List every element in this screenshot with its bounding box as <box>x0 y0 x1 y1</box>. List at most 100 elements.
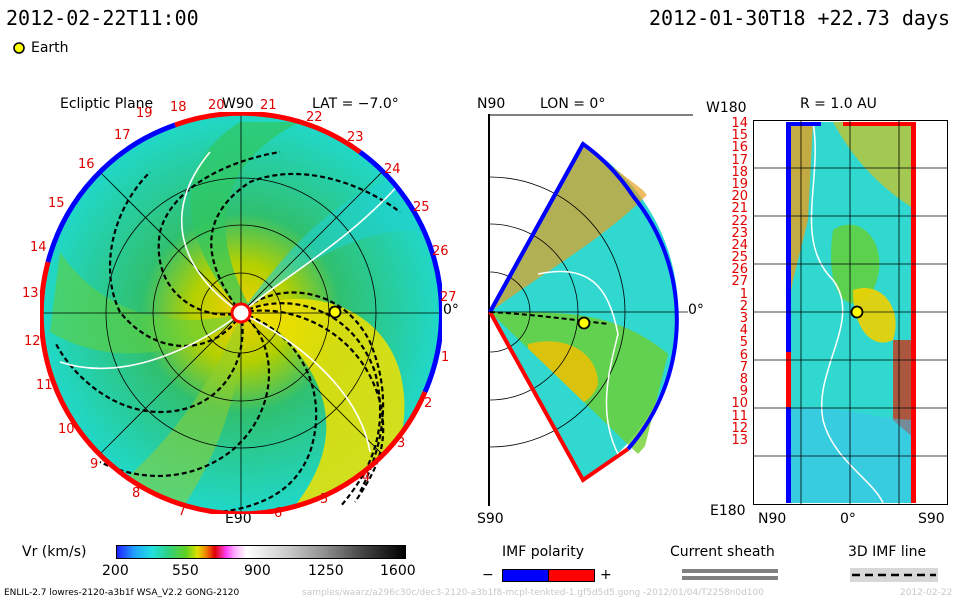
carr-label: 5 <box>320 492 329 507</box>
radial-y-label: 9 <box>739 384 748 400</box>
radial-y-label: 8 <box>739 371 748 387</box>
carr-label: 6 <box>274 506 283 521</box>
earth-marker-icon <box>13 42 25 54</box>
earth-label: Earth <box>31 40 69 56</box>
carr-label: 18 <box>170 100 187 115</box>
meridional-earth-marker <box>577 316 591 330</box>
footer-date: 2012-02-22 <box>900 588 953 598</box>
carr-label: 1 <box>441 350 450 365</box>
imf-line-swatch <box>850 568 938 582</box>
radial-y-label: 1 <box>739 286 748 302</box>
carr-label: 4 <box>362 470 371 485</box>
radial-zero-label: 0° <box>840 511 856 527</box>
colorbar-tick: 900 <box>244 563 271 579</box>
radial-plot <box>753 120 948 505</box>
ecliptic-w90-label: W90 <box>222 96 254 112</box>
meridional-zero-label: 0° <box>688 302 704 318</box>
carr-label: 13 <box>22 286 39 301</box>
colorbar-tick: 1250 <box>308 563 344 579</box>
carr-label: 7 <box>178 504 187 519</box>
meridional-n90-label: N90 <box>477 96 506 112</box>
ecliptic-earth-marker <box>328 305 342 319</box>
meridional-grid <box>489 176 688 448</box>
imf-plus-label: + <box>600 567 612 583</box>
meridional-s90-label: S90 <box>477 511 504 527</box>
radial-y-label: 27 <box>731 274 748 290</box>
radial-y-label: 10 <box>731 396 748 412</box>
imf-polarity-title: IMF polarity <box>502 544 585 560</box>
right-datetime: 2012-01-30T18 +22.73 days <box>648 6 950 30</box>
ecliptic-current-sheet <box>59 151 411 453</box>
imf-line-title: 3D IMF line <box>848 544 927 560</box>
earth-legend: Earth <box>12 40 69 56</box>
radial-y-label: 13 <box>731 432 748 448</box>
radial-y-label: 26 <box>731 262 748 278</box>
colorbar-tick: 200 <box>102 563 129 579</box>
radial-y-label: 22 <box>731 213 748 229</box>
carr-label: 2 <box>424 396 433 411</box>
current-sheath-line-top <box>682 569 778 573</box>
carr-label: 3 <box>397 436 406 451</box>
carr-label: 20 <box>208 98 225 113</box>
current-sheath-title: Current sheath <box>670 544 775 560</box>
carr-label: 21 <box>260 98 277 113</box>
sun-marker <box>230 302 252 324</box>
radial-y-label: 19 <box>731 176 748 192</box>
carr-label: 15 <box>48 196 65 211</box>
carr-label: 25 <box>413 200 430 215</box>
radial-y-label: 21 <box>731 201 748 217</box>
carr-label: 22 <box>306 110 323 125</box>
radial-y-label: 25 <box>731 250 748 266</box>
radial-y-label: 18 <box>731 164 748 180</box>
imf-negative-swatch <box>502 569 549 582</box>
radial-y-label: 11 <box>731 408 748 424</box>
ecliptic-structures <box>50 122 440 512</box>
carr-label: 16 <box>78 157 95 172</box>
radial-earth-marker <box>850 305 864 319</box>
left-datetime: 2012-02-22T11:00 <box>6 6 199 30</box>
radial-y-label: 20 <box>731 189 748 205</box>
imf-minus-label: − <box>482 567 494 583</box>
carr-label: 9 <box>90 457 99 472</box>
ecliptic-plane-plot <box>40 112 442 514</box>
carr-label: 24 <box>384 162 401 177</box>
radial-s90-label: S90 <box>918 511 945 527</box>
carr-label: 19 <box>136 106 153 121</box>
carr-label: 27 <box>440 290 457 305</box>
radial-y-label: 17 <box>731 152 748 168</box>
radial-y-label: 6 <box>739 347 748 363</box>
radial-r-label: R = 1.0 AU <box>800 96 877 112</box>
radial-y-label: 2 <box>739 298 748 314</box>
carr-label: 11 <box>36 378 53 393</box>
current-sheath-line-bottom <box>682 576 778 580</box>
radial-y-label: 16 <box>731 140 748 156</box>
carr-label: 17 <box>114 128 131 143</box>
carr-label: 12 <box>24 334 41 349</box>
radial-e180-label: E180 <box>710 503 746 519</box>
carr-label: 10 <box>58 422 75 437</box>
colorbar <box>116 545 406 559</box>
radial-grid <box>753 120 948 505</box>
radial-y-label: 7 <box>739 359 748 375</box>
radial-y-label: 12 <box>731 420 748 436</box>
radial-y-axis: 14 15 16 17 18 19 20 21 22 23 24 25 26 2… <box>726 116 748 448</box>
colorbar-tick: 550 <box>172 563 199 579</box>
footer-model: ENLIL-2.7 lowres-2120-a3b1f WSA_V2.2 GON… <box>4 588 240 598</box>
ecliptic-zero-label: 0° <box>443 302 459 318</box>
colorbar-tick: 1600 <box>380 563 416 579</box>
radial-y-label: 4 <box>739 323 748 339</box>
imf-positive-swatch <box>548 569 595 582</box>
carr-label: 26 <box>432 244 449 259</box>
meridional-lon-label: LON = 0° <box>540 96 606 112</box>
radial-y-label: 14 <box>731 116 748 131</box>
ecliptic-polarity-ring <box>40 112 442 514</box>
carr-label: 23 <box>347 130 364 145</box>
radial-y-label: 15 <box>731 128 748 144</box>
radial-y-label: 23 <box>731 225 748 241</box>
ecliptic-lat-label: LAT = −7.0° <box>312 96 399 112</box>
footer-path: samples/waarz/a296c30c/dec3-2120-a3b1f8-… <box>302 588 765 598</box>
ecliptic-e90-label: E90 <box>225 511 252 527</box>
radial-n90-label: N90 <box>758 511 787 527</box>
carr-label: 14 <box>30 240 47 255</box>
carr-label: 8 <box>132 486 141 501</box>
